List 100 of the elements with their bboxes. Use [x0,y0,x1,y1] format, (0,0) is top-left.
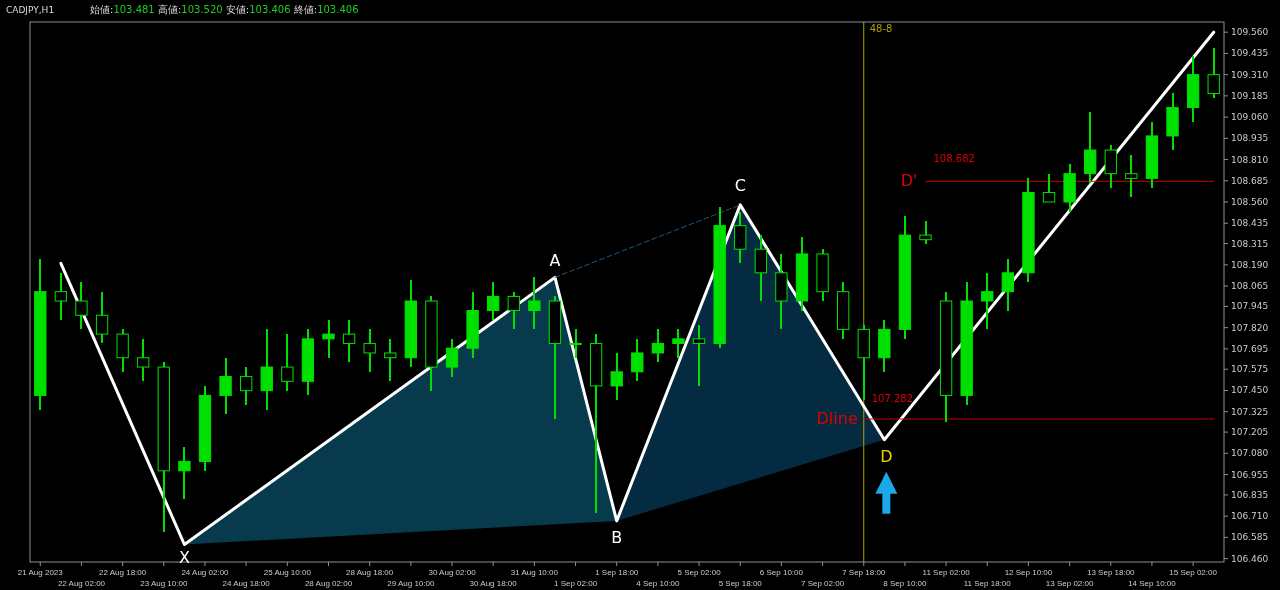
x-tick-label: 13 Sep 02:00 [1045,579,1094,588]
annotation: Dline [816,408,858,428]
candlestick [692,323,706,387]
y-tick-label: 107.820 [1231,322,1269,333]
x-tick-label: 21 Aug 2023 [17,568,64,577]
candlestick [239,366,253,406]
candlestick [342,319,356,364]
y-tick-label: 107.205 [1231,427,1269,438]
candlestick [95,290,109,345]
annotation: 108.682 [933,153,975,165]
y-tick-label: 106.460 [1231,553,1269,564]
x-tick-label: 24 Aug 02:00 [181,568,230,577]
candlestick [487,281,500,322]
candlestick [651,328,665,364]
candlestick [116,328,129,373]
x-tick-label: 24 Aug 18:00 [222,579,271,588]
candlestick [631,337,644,383]
x-tick-label: 28 Aug 02:00 [304,579,353,588]
x-tick-label: 4 Sep 10:00 [636,579,680,588]
x-tick-label: 8 Sep 10:00 [883,579,928,588]
x-tick-label: 5 Sep 02:00 [677,568,722,577]
y-tick-label: 106.955 [1231,469,1269,480]
candlestick [569,328,582,359]
x-tick-label: 23 Aug 10:00 [140,579,188,588]
candlestick [1125,153,1138,199]
x-tick-label: 1 Sep 02:00 [553,579,598,588]
candlestick [281,333,294,392]
y-tick-label: 108.810 [1231,154,1269,165]
chart-subtitle: 始値:103.481 高値:103.520 安値:103.406 終値:103.406 [90,4,359,15]
x-tick-label: 11 Sep 18:00 [963,579,1012,588]
candlestick [919,219,932,246]
y-tick-label: 109.435 [1231,48,1269,59]
y-tick-label: 108.935 [1231,133,1269,144]
candlestick [137,337,150,383]
y-tick-label: 108.685 [1231,175,1269,186]
x-tick-label: 5 Sep 18:00 [718,579,763,588]
x-tick-label: 28 Aug 18:00 [346,568,394,577]
x-tick-label: 22 Aug 02:00 [57,579,106,588]
x-tick-label: 6 Sep 10:00 [759,568,804,577]
x-tick-label: 7 Sep 18:00 [842,568,886,577]
x-tick-label: 22 Aug 18:00 [99,568,147,577]
y-tick-label: 107.325 [1231,406,1269,417]
y-tick-label: 106.585 [1231,532,1269,543]
candlestick [1042,172,1056,203]
candlestick [1104,144,1117,189]
candlestick [178,446,191,501]
candlestick [1207,47,1220,100]
candlestick [384,337,397,383]
annotation: C [734,176,746,196]
candlestick [322,319,335,359]
y-tick-label: 108.315 [1231,238,1269,249]
annotation: B [611,528,623,548]
chart-title: CADJPY,H1 [6,5,55,15]
x-tick-label: 25 Aug 10:00 [263,568,312,577]
line-series [59,30,1216,547]
y-tick-label: 107.450 [1231,385,1269,396]
candlestick [507,290,520,331]
annotation: D' [900,170,918,190]
candlestick [363,328,376,373]
annotation: D [880,447,893,467]
x-tick-label: 29 Aug 10:00 [387,579,435,588]
annotation: X [178,548,190,568]
x-tick-label: 1 Sep 18:00 [595,568,639,577]
x-tick-label: 12 Sep 10:00 [1004,568,1053,577]
y-tick-label: 108.560 [1231,197,1269,207]
candlestick [445,337,459,378]
candlestick [1001,257,1014,312]
y-tick-label: 107.945 [1231,301,1269,312]
candlestick [528,276,541,331]
x-tick-label: 15 Sep 02:00 [1169,568,1218,577]
y-tick-label: 108.065 [1231,281,1269,292]
y-tick-label: 106.835 [1231,489,1269,500]
ref-line-label: 48-8 [869,23,893,34]
y-tick-label: 107.575 [1231,364,1269,375]
x-tick-label: 14 Sep 10:00 [1128,579,1177,588]
x-tick-label: 7 Sep 02:00 [800,579,845,588]
y-tick-label: 109.560 [1231,27,1269,38]
candlestick [219,356,232,416]
y-tick-label: 107.695 [1231,343,1269,354]
candlestick [54,271,68,322]
annotation: 107.282 [871,393,914,405]
candlestick [734,210,747,265]
x-tick-label: 13 Sep 18:00 [1086,568,1136,577]
annotation: A [549,250,561,270]
y-tick-label: 108.190 [1231,259,1269,270]
candlestick [754,234,767,302]
candlestick [610,351,623,402]
x-tick-label: 30 Aug 18:00 [469,579,518,588]
y-tick-label: 108.435 [1231,218,1269,229]
x-tick-label: 30 Aug 02:00 [428,568,477,577]
candlestick [672,328,685,359]
y-tick-label: 106.710 [1231,511,1269,522]
y-tick-label: 109.185 [1231,90,1269,101]
x-tick-label: 11 Sep 02:00 [922,568,971,577]
y-tick-label: 109.060 [1231,112,1269,123]
candlestick [981,271,994,331]
candlestick [260,328,273,411]
y-tick-label: 109.310 [1231,69,1269,80]
candlestick [75,281,88,331]
candlestick [1084,111,1097,185]
